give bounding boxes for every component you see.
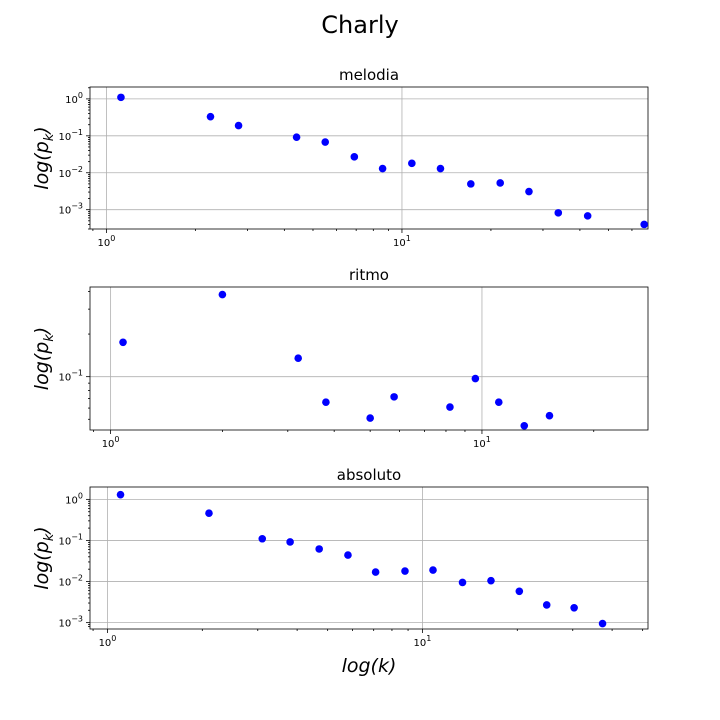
y-axis-label: log(pk) [31, 526, 57, 589]
data-point [520, 421, 529, 430]
y-tick-label: 100 [65, 491, 83, 506]
y-tick-label: 10−3 [58, 615, 83, 630]
data-point [583, 212, 592, 220]
data-point [554, 209, 563, 217]
x-tick-label: 101 [393, 234, 411, 249]
axes-frame [89, 286, 649, 431]
data-point [408, 159, 416, 168]
axes-frame [89, 86, 649, 230]
subplot-title: melodia [339, 66, 399, 84]
data-point [467, 180, 475, 188]
x-tick-label: 101 [473, 435, 491, 450]
data-point [378, 164, 387, 173]
data-point [286, 538, 294, 546]
data-point [116, 490, 125, 499]
y-tick-label: 10−3 [58, 202, 83, 217]
data-point [294, 354, 302, 363]
figure-title: Charly [321, 11, 398, 39]
x-axis-label: log(k) [342, 655, 397, 677]
data-point [429, 566, 437, 574]
x-tick-label: 100 [102, 435, 120, 450]
data-point [315, 545, 323, 553]
y-axis-label: log(pk) [31, 126, 57, 189]
data-point [321, 138, 330, 146]
data-point [545, 411, 554, 420]
data-point [390, 393, 398, 401]
subplot-title: ritmo [349, 266, 389, 284]
data-point [496, 179, 505, 187]
data-point [598, 619, 607, 628]
y-tick-label: 10−1 [58, 369, 83, 384]
data-point [471, 374, 480, 383]
y-tick-label: 100 [65, 91, 83, 106]
y-tick-label: 10−2 [58, 574, 83, 589]
data-point [494, 398, 503, 407]
data-point [119, 338, 127, 347]
subplot-title: absoluto [337, 466, 401, 484]
data-point [446, 403, 454, 411]
data-point [344, 551, 352, 559]
x-tick-label: 100 [97, 234, 115, 249]
data-point [542, 601, 551, 609]
y-axis-label: log(pk) [31, 327, 57, 390]
data-point [218, 290, 227, 299]
data-point [258, 534, 267, 543]
data-point [350, 153, 359, 161]
y-tick-label: 10−1 [58, 532, 83, 547]
data-point [570, 603, 578, 612]
data-point [234, 121, 243, 130]
subplot-absoluto: absoluto 100 101 100 10−1 10−2 10−3 log(pk) [31, 466, 649, 649]
data-point [525, 187, 533, 196]
axes-frame [89, 486, 649, 630]
data-point [205, 509, 213, 518]
y-tick-label: 10−1 [58, 128, 83, 143]
data-point [436, 164, 445, 173]
data-point [401, 567, 409, 575]
data-point [458, 578, 467, 587]
data-point [366, 414, 374, 422]
data-point [515, 587, 524, 596]
data-point [292, 133, 301, 141]
data-point [117, 93, 125, 102]
data-point [371, 568, 380, 576]
data-point [322, 398, 330, 407]
data-point [206, 112, 215, 121]
x-tick-label: 101 [414, 634, 432, 649]
y-tick-label: 10−2 [58, 165, 83, 180]
data-point [487, 576, 495, 585]
data-point [640, 220, 648, 229]
x-tick-label: 100 [99, 634, 117, 649]
